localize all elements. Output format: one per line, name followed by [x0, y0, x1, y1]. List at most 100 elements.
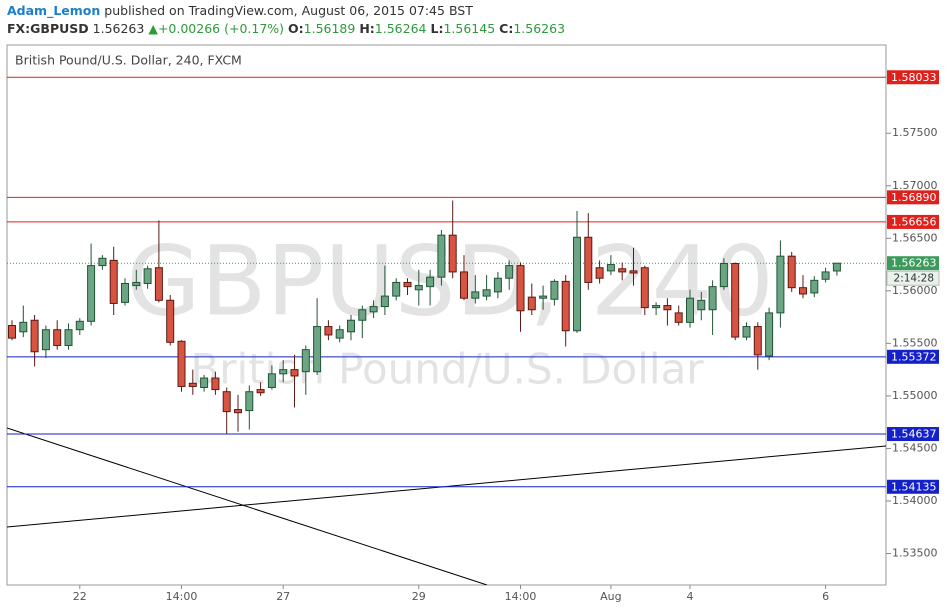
candle-body: [437, 234, 446, 278]
y-tick-label: 1.56500: [892, 231, 938, 244]
candle-body: [166, 299, 175, 343]
candle-body: [335, 329, 344, 339]
candle-body: [697, 299, 706, 311]
candle-body: [313, 326, 322, 373]
candle-body: [87, 265, 96, 322]
x-tick-label: 22: [73, 590, 87, 603]
candle-body: [301, 349, 310, 373]
price-box: [887, 349, 939, 364]
candle-body: [414, 285, 423, 291]
price-box-label: 1.56656: [891, 215, 937, 228]
candle-body: [132, 281, 141, 287]
ohlc-label: H:: [359, 21, 375, 36]
candle-body: [211, 377, 220, 391]
price-box-label: 1.55372: [891, 350, 937, 363]
candle-body: [109, 259, 118, 304]
quote-line: FX:GBPUSD 1.56263 ▲+0.00266 (+0.17%) O:1…: [7, 21, 565, 36]
candle-body: [753, 326, 762, 356]
candle-body: [53, 329, 62, 346]
candle-body: [652, 305, 661, 309]
candle-body: [222, 391, 231, 413]
candle-body: [380, 295, 389, 308]
ohlc-label: O:: [288, 21, 304, 36]
ohlc-value: 1.56145: [443, 21, 496, 36]
candle-body: [606, 264, 615, 272]
y-tick-label: 1.56000: [892, 284, 938, 297]
x-tick-label: 4: [687, 590, 694, 603]
x-tick-label: Aug: [600, 590, 621, 603]
candle-body: [629, 270, 638, 274]
author-link[interactable]: Adam_Lemon: [7, 3, 101, 18]
candle-body: [618, 268, 627, 273]
plot-layer: [7, 76, 886, 488]
y-tick-label: 1.55000: [892, 389, 938, 402]
plot-frame: [6, 44, 887, 586]
candle-body: [234, 409, 242, 414]
candle-body: [121, 282, 129, 303]
candle-body: [719, 263, 728, 288]
candle-body: [154, 267, 163, 301]
trend-line: [7, 427, 488, 585]
candle-body: [245, 391, 254, 412]
candle-body: [41, 329, 50, 351]
ohlc-value: 1.56263: [513, 21, 566, 36]
candle-body: [776, 255, 785, 314]
watermark: British Pound/U.S. Dollar: [190, 345, 704, 394]
ohlc-value: 1.56189: [303, 21, 356, 36]
candle-body: [98, 257, 107, 267]
x-tick-label: 14:00: [166, 590, 198, 603]
y-tick-label: 1.57500: [892, 126, 938, 139]
candle-body: [595, 267, 604, 279]
publish-line: Adam_Lemon published on TradingView.com,…: [7, 3, 473, 18]
candle-body: [256, 389, 265, 394]
candle-body: [324, 326, 333, 336]
candle-body: [482, 289, 491, 297]
candle-body: [8, 325, 16, 339]
candle-body: [200, 377, 209, 388]
candle-body: [708, 286, 717, 311]
y-tick-label: 1.57000: [892, 179, 938, 192]
y-tick-label: 1.55500: [892, 336, 938, 349]
price-box: [887, 214, 939, 229]
candle-body: [539, 295, 548, 299]
candle-body: [550, 280, 559, 300]
price-box-label: 1.54637: [891, 428, 937, 441]
candle-body: [505, 265, 514, 279]
current-price-label: 1.56263: [891, 257, 937, 270]
countdown-label: 2:14:28: [894, 273, 934, 285]
ohlc-label: L:: [430, 21, 444, 36]
candle-body: [765, 312, 774, 357]
y-tick-label: 1.53500: [892, 546, 938, 559]
candle-body: [742, 326, 751, 338]
candle-body: [460, 271, 468, 299]
candle-body: [358, 309, 367, 321]
candle-body: [177, 340, 186, 387]
x-tick-label: 29: [412, 590, 426, 603]
candle-body: [19, 321, 28, 333]
candle-body: [516, 265, 525, 312]
candle-body: [561, 280, 570, 332]
candle-body: [731, 263, 740, 338]
ohlc-value: 1.56264: [374, 21, 427, 36]
candle-body: [347, 319, 355, 333]
candle-body: [832, 262, 841, 272]
candle-body: [674, 312, 683, 323]
price-box-label: 1.54135: [891, 480, 937, 493]
candle-body: [493, 277, 502, 293]
candle-body: [267, 373, 276, 388]
candle-body: [810, 279, 819, 294]
candle-body: [471, 291, 480, 299]
candle-body: [527, 296, 536, 311]
candle-body: [686, 297, 694, 323]
x-tick-label: 14:00: [505, 590, 537, 603]
candle-body: [279, 369, 288, 375]
price-box: [887, 70, 939, 85]
candle-body: [640, 267, 649, 309]
x-tick-label: 6: [822, 590, 829, 603]
y-tick-label: 1.54500: [892, 441, 938, 454]
price-box: [887, 190, 939, 205]
candle-body: [30, 319, 39, 353]
candle-body: [573, 236, 581, 332]
